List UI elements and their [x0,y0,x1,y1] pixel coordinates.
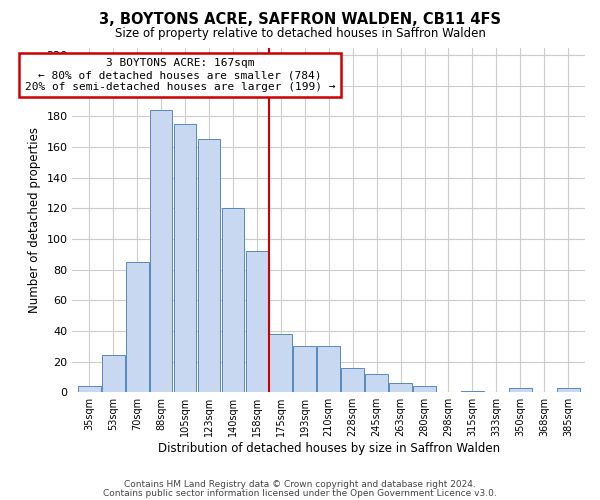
Bar [461,390,484,392]
Bar [78,386,101,392]
Bar [269,334,292,392]
Text: 3, BOYTONS ACRE, SAFFRON WALDEN, CB11 4FS: 3, BOYTONS ACRE, SAFFRON WALDEN, CB11 4F… [99,12,501,28]
Text: Contains HM Land Registry data © Crown copyright and database right 2024.: Contains HM Land Registry data © Crown c… [124,480,476,489]
Bar [509,388,532,392]
Bar [557,388,580,392]
Bar [245,252,268,392]
Y-axis label: Number of detached properties: Number of detached properties [28,127,41,313]
Bar [102,356,125,392]
Bar [150,110,172,392]
Text: 3 BOYTONS ACRE: 167sqm
← 80% of detached houses are smaller (784)
20% of semi-de: 3 BOYTONS ACRE: 167sqm ← 80% of detached… [25,58,335,92]
X-axis label: Distribution of detached houses by size in Saffron Walden: Distribution of detached houses by size … [158,442,500,455]
Text: Contains public sector information licensed under the Open Government Licence v3: Contains public sector information licen… [103,488,497,498]
Bar [341,368,364,392]
Bar [365,374,388,392]
Text: Size of property relative to detached houses in Saffron Walden: Size of property relative to detached ho… [115,28,485,40]
Bar [126,262,149,392]
Bar [293,346,316,392]
Bar [221,208,244,392]
Bar [389,383,412,392]
Bar [317,346,340,392]
Bar [413,386,436,392]
Bar [173,124,196,392]
Bar [197,140,220,392]
